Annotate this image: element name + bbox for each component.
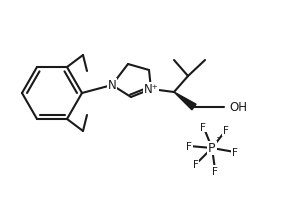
Polygon shape <box>174 93 196 110</box>
Text: F: F <box>201 122 206 132</box>
Text: F: F <box>212 166 218 176</box>
Text: F: F <box>193 159 199 169</box>
Text: F: F <box>232 147 237 157</box>
Text: ·: · <box>216 131 220 144</box>
Text: P: P <box>208 142 216 155</box>
Text: N: N <box>107 79 116 92</box>
Text: N⁺: N⁺ <box>144 83 158 96</box>
Text: F: F <box>223 125 229 135</box>
Text: F: F <box>186 141 192 151</box>
Text: OH: OH <box>229 101 247 114</box>
